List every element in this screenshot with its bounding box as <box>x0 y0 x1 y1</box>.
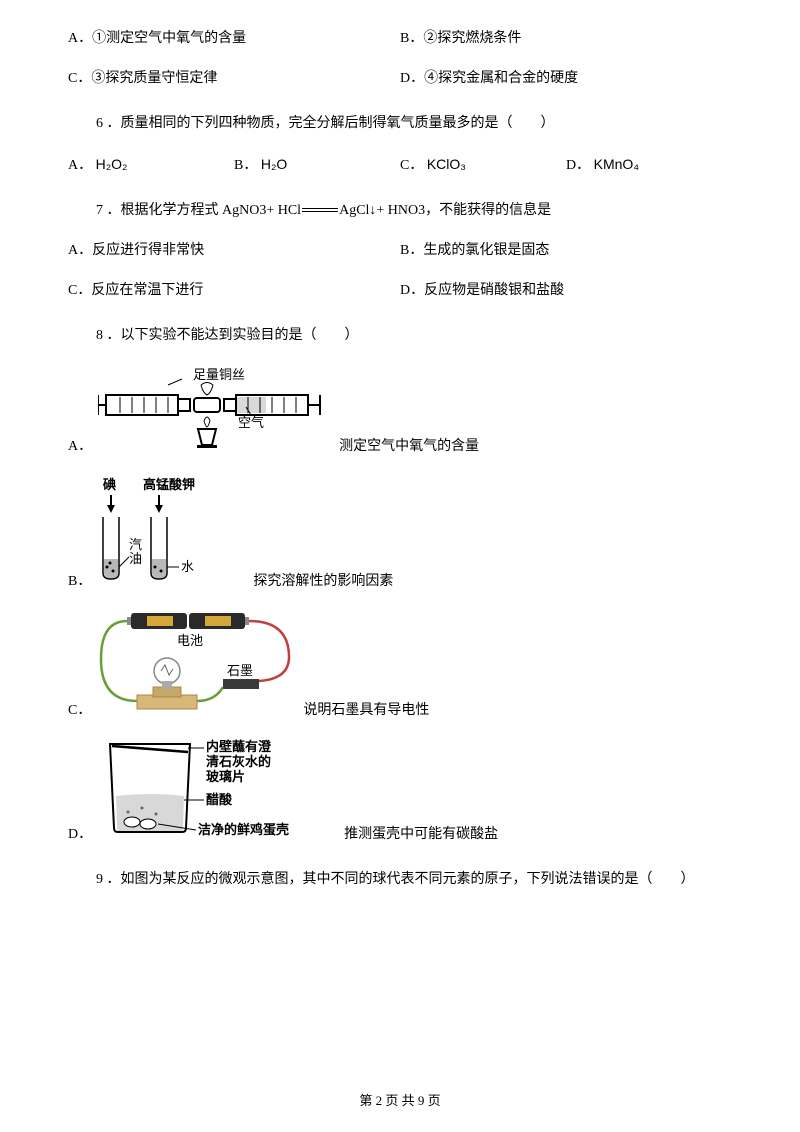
q8-a-label: A． <box>68 436 92 458</box>
option-c: C．③探究质量守恒定律 <box>68 68 400 90</box>
option-a: A．①测定空气中氧气的含量 <box>68 28 400 50</box>
q6-opt-b: B． H₂O <box>234 153 400 177</box>
q6-b-label: B． <box>234 158 257 173</box>
q8-b-label: B． <box>68 571 91 593</box>
q6-options: A． H₂O₂ B． H₂O C． KClO₃ D． KMnO₄ <box>68 153 732 177</box>
q7-a: A．反应进行得非常快 <box>68 240 400 262</box>
q6-a-label: A． <box>68 158 92 173</box>
lbl-water: 水 <box>181 559 194 574</box>
q6-opt-d: D． KMnO₄ <box>566 153 732 177</box>
q8-c-text: 说明石墨具有导电性 <box>303 700 429 722</box>
q6-c-label: C． <box>400 158 423 173</box>
q6-a-formula: H₂O₂ <box>96 156 128 172</box>
circuit-diagram-icon: 电池 石墨 <box>97 609 297 722</box>
q8-exp-a: A． 足量铜丝 <box>68 365 732 458</box>
q7-row-ab: A．反应进行得非常快 B．生成的氯化银是固态 <box>68 240 732 262</box>
q7-b: B．生成的氯化银是固态 <box>400 240 732 262</box>
q8-exp-c: C． 电池 石墨 说明石墨具有导电性 <box>68 609 732 722</box>
option-b: B．②探究燃烧条件 <box>400 28 732 50</box>
q6-opt-c: C． KClO₃ <box>400 153 566 177</box>
option-d: D．④探究金属和合金的硬度 <box>400 68 732 90</box>
q6-d-formula: KMnO₄ <box>594 156 639 172</box>
q7-row-cd: C．反应在常温下进行 D．反应物是硝酸银和盐酸 <box>68 280 732 302</box>
page-footer: 第 2 页 共 9 页 <box>0 1091 800 1112</box>
lbl-kmno4: 高锰酸钾 <box>143 477 195 492</box>
lbl-battery: 电池 <box>177 633 203 648</box>
question-8: 8 ．以下实验不能达到实验目的是（ ） <box>96 325 732 347</box>
lbl-glass3: 玻璃片 <box>206 769 245 784</box>
lbl-copper: 足量铜丝 <box>193 367 245 382</box>
q8-b-text: 探究溶解性的影响因素 <box>253 571 393 593</box>
q8-a-text: 测定空气中氧气的含量 <box>339 436 479 458</box>
q8-d-label: D． <box>68 824 92 846</box>
q8-exp-d: D． 内壁蘸有澄 清石灰水的 玻璃片 醋酸 洁净的鲜鸡蛋壳 推测蛋壳中可能有碳酸… <box>68 738 732 846</box>
question-9: 9 ．如图为某反应的微观示意图，其中不同的球代表不同元素的原子，下列说法错误的是… <box>96 869 732 891</box>
equation-line-icon <box>302 208 338 212</box>
lbl-graphite: 石墨 <box>227 663 253 678</box>
lbl-air: 空气 <box>238 415 264 430</box>
q7-c: C．反应在常温下进行 <box>68 280 400 302</box>
q8-exp-b: B． 碘 高锰酸钾 汽油 水 探究溶解性的影响因素 <box>68 475 732 593</box>
q6-d-label: D． <box>566 158 590 173</box>
testtube-diagram-icon: 碘 高锰酸钾 汽油 水 <box>97 475 247 593</box>
question-7: 7 ．根据化学方程式 AgNO3+ HCl AgCl↓+ HNO3，不能获得的信息… <box>96 200 732 222</box>
question-6: 6 ．质量相同的下列四种物质，完全分解后制得氧气质量最多的是（ ） <box>96 113 732 135</box>
q8-d-text: 推测蛋壳中可能有碳酸盐 <box>344 824 498 846</box>
q6-c-formula: KClO₃ <box>427 156 466 172</box>
lbl-eggshell: 洁净的鲜鸡蛋壳 <box>198 822 289 837</box>
q6-b-formula: H₂O <box>261 156 287 172</box>
lbl-iodine: 碘 <box>102 477 116 492</box>
option-row-ab: A．①测定空气中氧气的含量 B．②探究燃烧条件 <box>68 28 732 50</box>
q8-c-label: C． <box>68 700 91 722</box>
beaker-diagram-icon: 内壁蘸有澄 清石灰水的 玻璃片 醋酸 洁净的鲜鸡蛋壳 <box>98 738 338 846</box>
option-row-cd: C．③探究质量守恒定律 D．④探究金属和合金的硬度 <box>68 68 732 90</box>
q7-post: AgCl↓+ HNO3，不能获得的信息是 <box>339 203 551 218</box>
q6-opt-a: A． H₂O₂ <box>68 153 234 177</box>
syringe-diagram-icon: 足量铜丝 空气 <box>98 365 333 458</box>
q7-d: D．反应物是硝酸银和盐酸 <box>400 280 732 302</box>
lbl-gasoline: 汽油 <box>129 537 142 566</box>
lbl-glass1: 内壁蘸有澄 <box>206 739 272 754</box>
lbl-glass2: 清石灰水的 <box>206 754 271 769</box>
q7-pre: 7 ．根据化学方程式 AgNO3+ HCl <box>96 203 301 218</box>
lbl-acid: 醋酸 <box>206 792 233 807</box>
